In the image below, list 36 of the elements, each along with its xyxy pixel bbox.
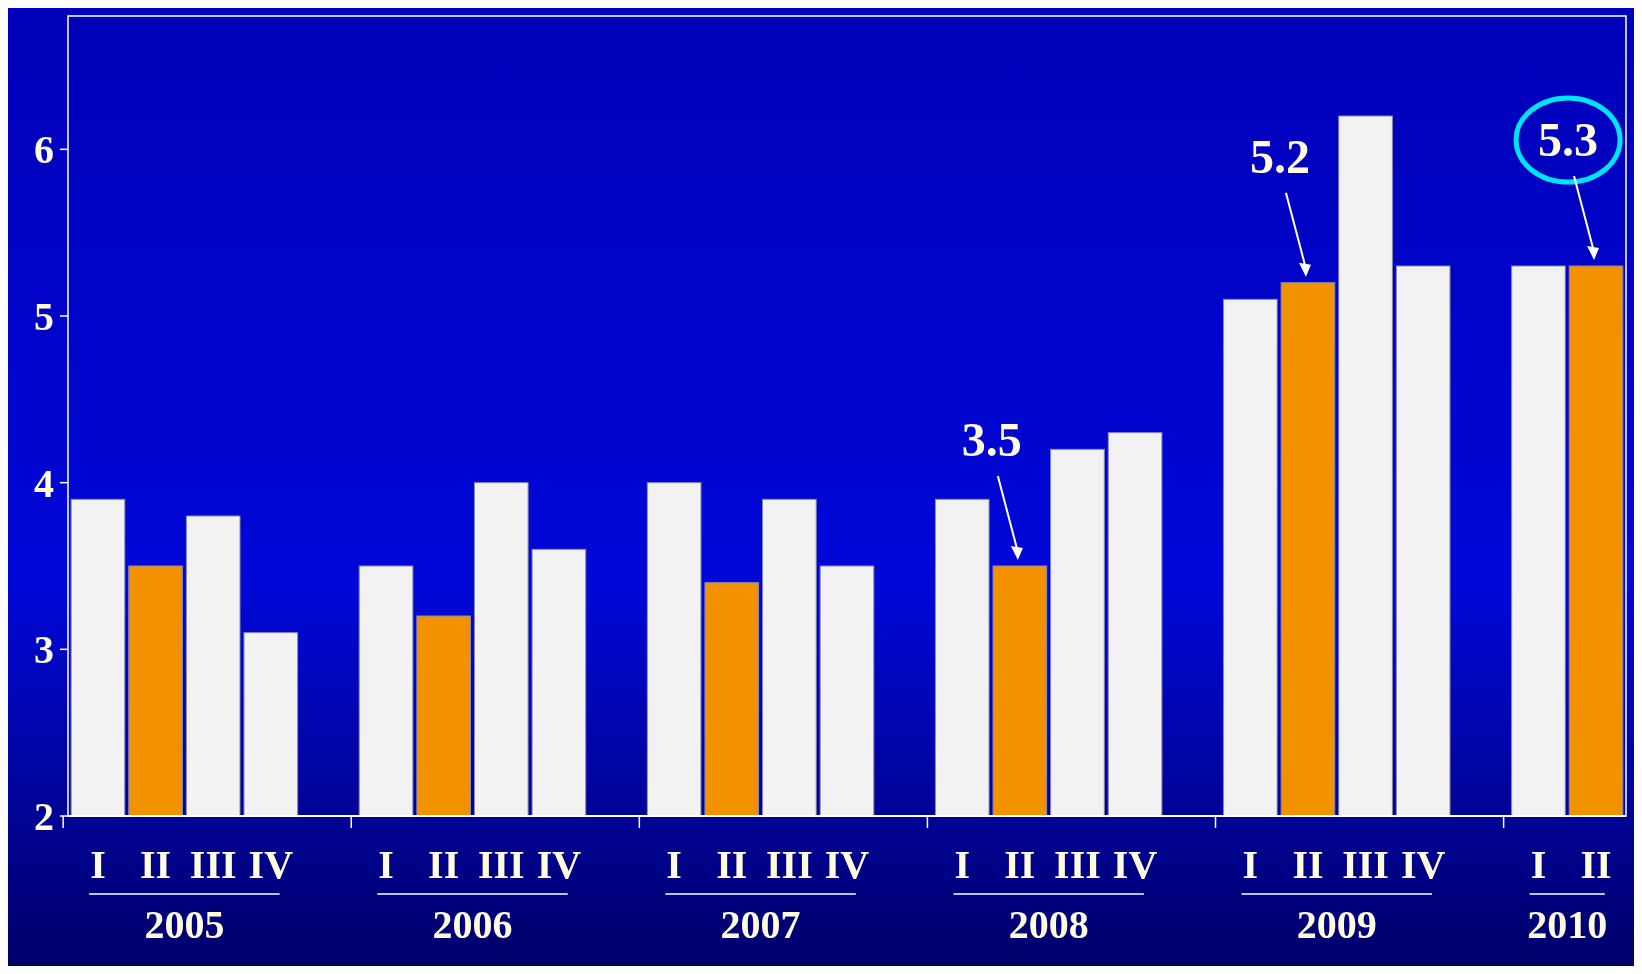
y-tick-label: 2 xyxy=(34,794,54,839)
x-tick-label: III xyxy=(766,842,813,887)
x-tick-label: III xyxy=(1054,842,1101,887)
x-tick-label: II xyxy=(428,842,460,887)
x-tick-label: IV xyxy=(536,842,582,887)
x-tick-label: I xyxy=(378,842,394,887)
x-tick-label: I xyxy=(90,842,106,887)
y-tick-label: 5 xyxy=(34,294,54,339)
y-tick-label: 6 xyxy=(34,127,54,173)
text: 2010 xyxy=(1527,902,1608,947)
y-tick-label: 3 xyxy=(34,627,54,673)
x-tick-label: II xyxy=(1580,842,1612,887)
y-tick-label: 4 xyxy=(34,460,54,506)
x-tick-label: I xyxy=(1530,842,1547,887)
text: 2006 xyxy=(432,902,513,947)
x-tick-label: I xyxy=(666,842,682,887)
text: 2007 xyxy=(720,902,801,947)
x-tick-label: II xyxy=(1292,842,1324,887)
x-tick-label: IV xyxy=(248,842,294,887)
x-tick-label: III xyxy=(1342,842,1389,887)
x-tick-label: I xyxy=(954,842,971,887)
x-tick-label: IV xyxy=(1400,842,1446,887)
x-tick-label: II xyxy=(1004,842,1036,887)
x-tick-label: II xyxy=(716,842,748,887)
text: 2008 xyxy=(1008,902,1089,947)
x-tick-label: I xyxy=(1242,842,1259,887)
x-tick-label: II xyxy=(140,842,172,887)
data-label: 3.5 xyxy=(961,413,1022,466)
x-tick-label: III xyxy=(477,842,525,887)
text: 2009 xyxy=(1296,902,1377,947)
x-tick-label: IV xyxy=(1112,842,1158,887)
text: 2005 xyxy=(144,902,225,947)
data-label: 5.3 xyxy=(1538,113,1599,166)
x-tick-label: IV xyxy=(824,842,870,887)
data-label: 5.2 xyxy=(1249,129,1310,183)
x-tick-label: III xyxy=(189,842,237,887)
